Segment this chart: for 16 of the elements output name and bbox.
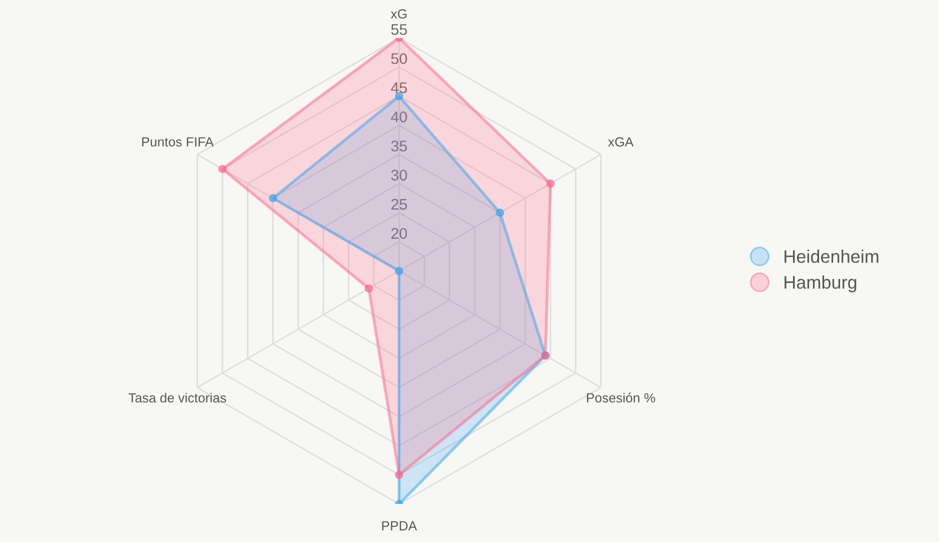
y-tick-label: 55 xyxy=(391,24,407,35)
legend-label: Hamburg xyxy=(784,276,856,292)
y-tick-label: 50 xyxy=(391,53,407,64)
y-tick-label: 20 xyxy=(391,228,407,239)
y-tick-label: 25 xyxy=(391,198,407,210)
y-tick-label: 45 xyxy=(390,82,407,94)
y-tick-label: 35 xyxy=(391,140,407,152)
spoke-label: Puntos FIFA xyxy=(142,137,214,147)
legend-label: Heidenheim xyxy=(784,250,878,263)
spoke-label: xGA xyxy=(608,137,634,147)
spoke-label: Posesión % xyxy=(587,392,656,403)
y-tick-label: 40 xyxy=(390,112,407,122)
spoke-label: xG xyxy=(390,9,407,19)
y-tick-label: 30 xyxy=(391,170,407,181)
spoke-label: Tasa de victorias xyxy=(128,392,226,403)
spoke-label: PPDA xyxy=(382,521,418,530)
